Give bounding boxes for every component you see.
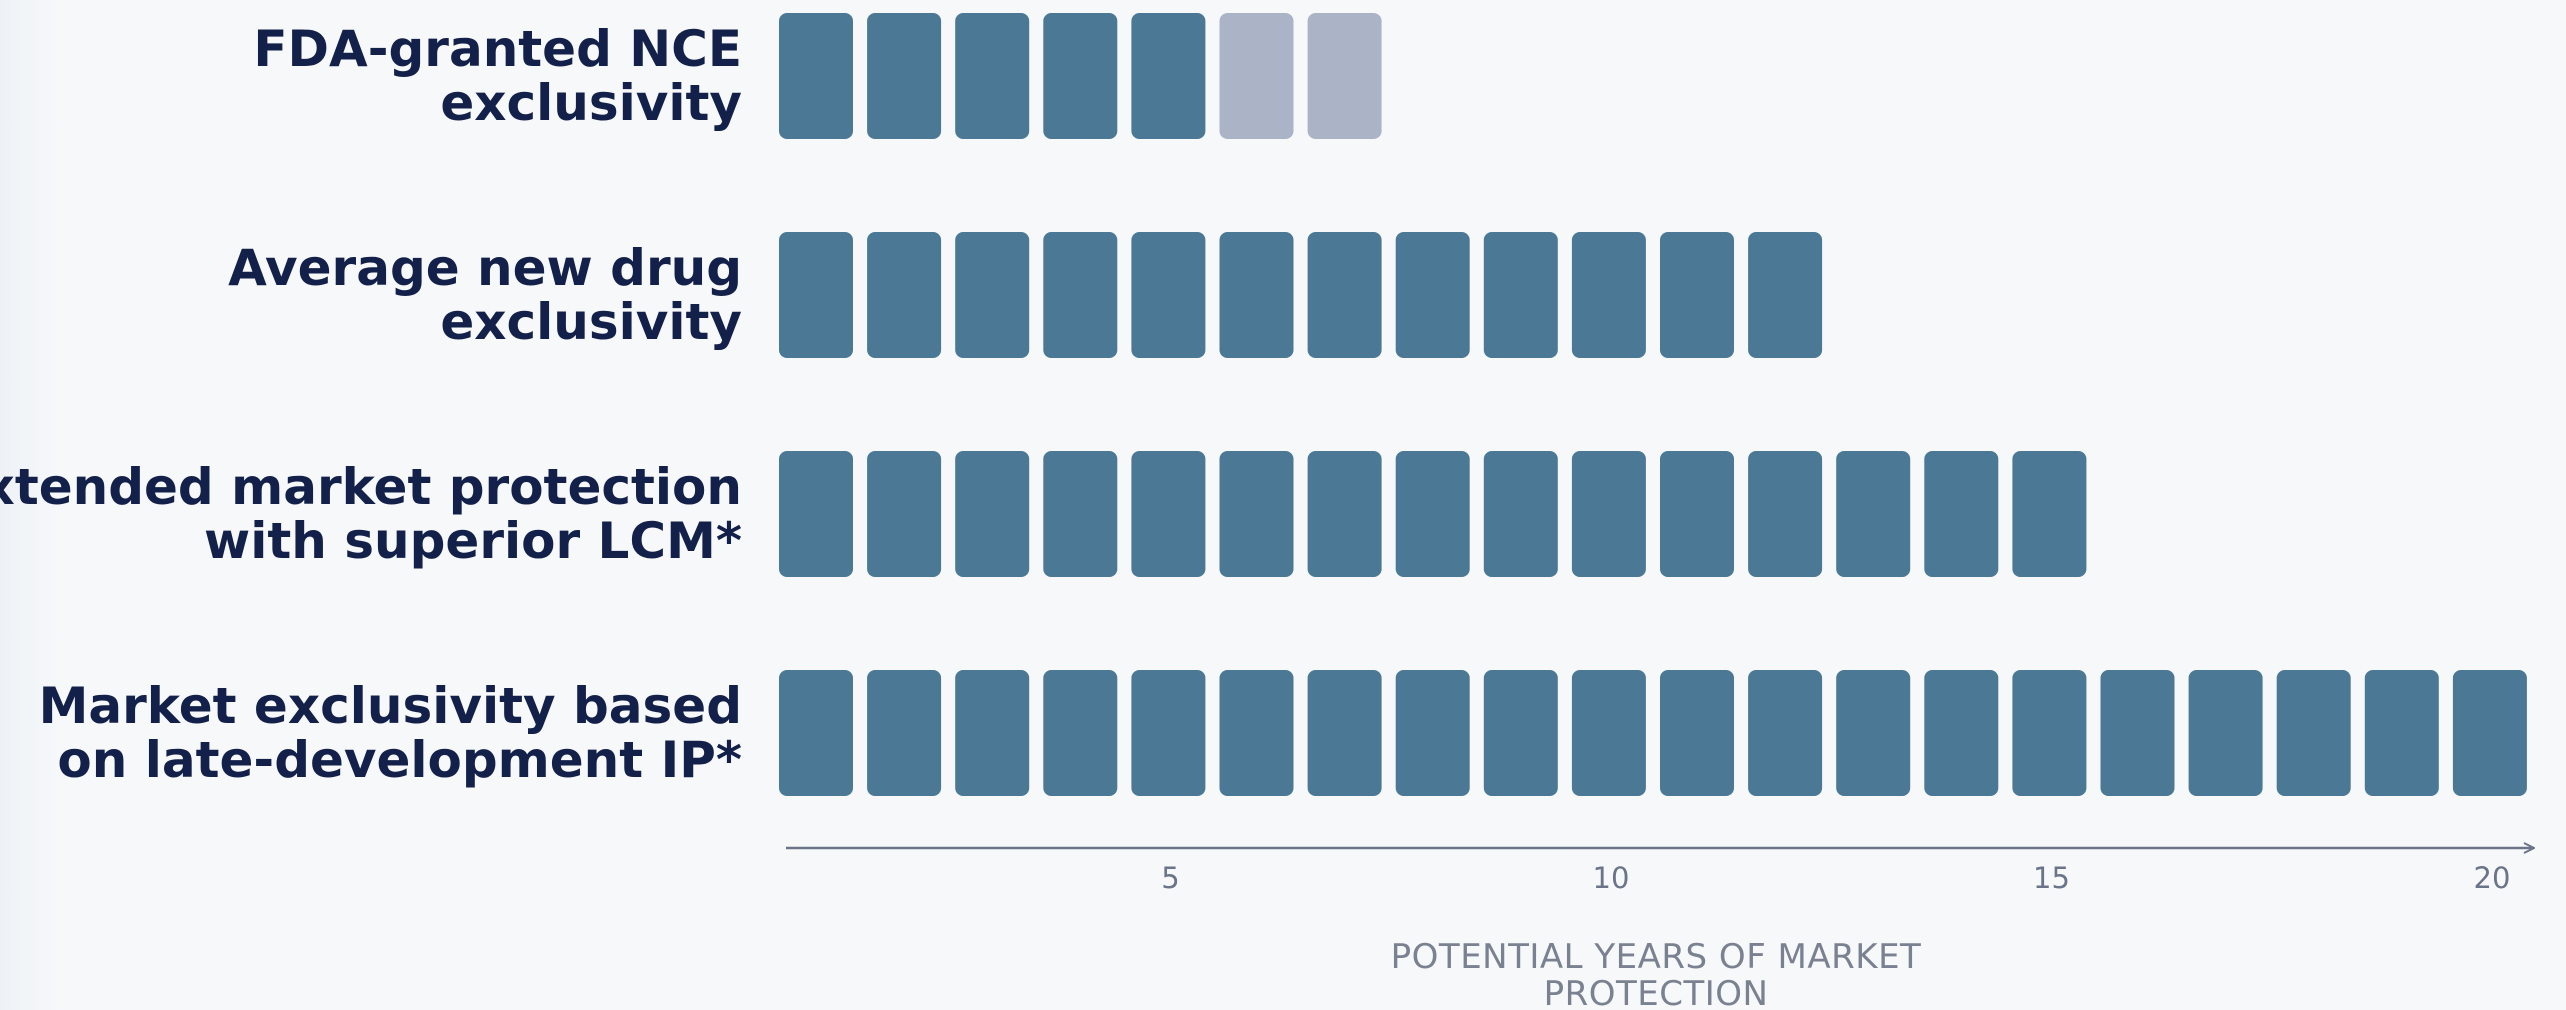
year-block [1395,670,1470,796]
row-label-line: on late-development IP* [57,731,742,789]
year-block [1748,670,1823,796]
year-block [1307,232,1382,358]
year-block [2276,670,2351,796]
year-block [779,670,853,796]
year-block [1043,451,1118,577]
year-block [1043,13,1118,139]
row-label-line: FDA-granted NCE [253,20,742,78]
year-block [1131,232,1206,358]
row-label-line: Extended market protection [0,458,742,516]
year-block [867,451,942,577]
year-block [1660,451,1734,577]
row-label-line: with superior LCM* [204,512,742,570]
year-block [1043,232,1118,358]
year-block [867,13,942,139]
year-block [779,232,853,358]
year-block [1924,451,1999,577]
row-label: FDA-granted NCE exclusivity [253,20,742,132]
year-block [1483,451,1558,577]
year-block [955,13,1030,139]
year-block [1395,451,1470,577]
year-block [1219,232,1294,358]
row-label-line: Market exclusivity based [39,677,742,735]
x-axis-title-line: PROTECTION [1544,974,1769,1010]
year-block [1660,670,1734,796]
year-block [1131,451,1206,577]
year-block [1307,451,1382,577]
year-block [2188,670,2263,796]
year-block [955,670,1030,796]
year-block [1571,232,1646,358]
x-tick-label: 20 [2474,861,2511,895]
year-block [867,232,942,358]
year-block [1307,670,1382,796]
row-label-line: Average new drug [228,239,742,297]
row-label-line: exclusivity [440,293,742,351]
x-axis-title-line: POTENTIAL YEARS OF MARKET [1391,937,1922,977]
year-block [1924,670,1999,796]
year-block [1571,451,1646,577]
x-tick-label: 5 [1161,861,1179,895]
row-label: Average new drug exclusivity [228,239,742,351]
year-block [2012,451,2087,577]
row-label: Market exclusivity based on late-developm… [39,677,742,789]
year-block [1219,670,1294,796]
x-tick-label: 15 [2033,861,2070,895]
year-block [1131,13,1206,139]
year-block [1748,451,1823,577]
year-block [1836,670,1911,796]
year-block [1395,232,1470,358]
year-block [2364,670,2439,796]
bars [779,13,2527,796]
x-axis: 5 10 15 20 POTENTIAL YEARS OF MARKET PROTECTI… [786,848,2534,1010]
x-axis-title: POTENTIAL YEARS OF MARKET PROTECTION [1391,937,1922,1010]
year-block [1483,670,1558,796]
year-block [1219,451,1294,577]
row-label: Extended market protection with superior … [0,458,742,570]
row-label-line: exclusivity [440,74,742,132]
year-block [1483,232,1558,358]
year-block [2012,670,2087,796]
year-block [1748,232,1823,358]
year-block [779,451,853,577]
year-block [2100,670,2175,796]
x-tick-label: 10 [1593,861,1630,895]
year-block [2452,670,2527,796]
year-block [1660,232,1734,358]
year-block [1131,670,1206,796]
year-block-faded [1219,13,1294,139]
year-block [1836,451,1911,577]
year-block [955,232,1030,358]
year-block [1043,670,1118,796]
year-block-faded [1307,13,1382,139]
year-block [955,451,1030,577]
year-block [1571,670,1646,796]
year-block [867,670,942,796]
year-block [779,13,853,139]
